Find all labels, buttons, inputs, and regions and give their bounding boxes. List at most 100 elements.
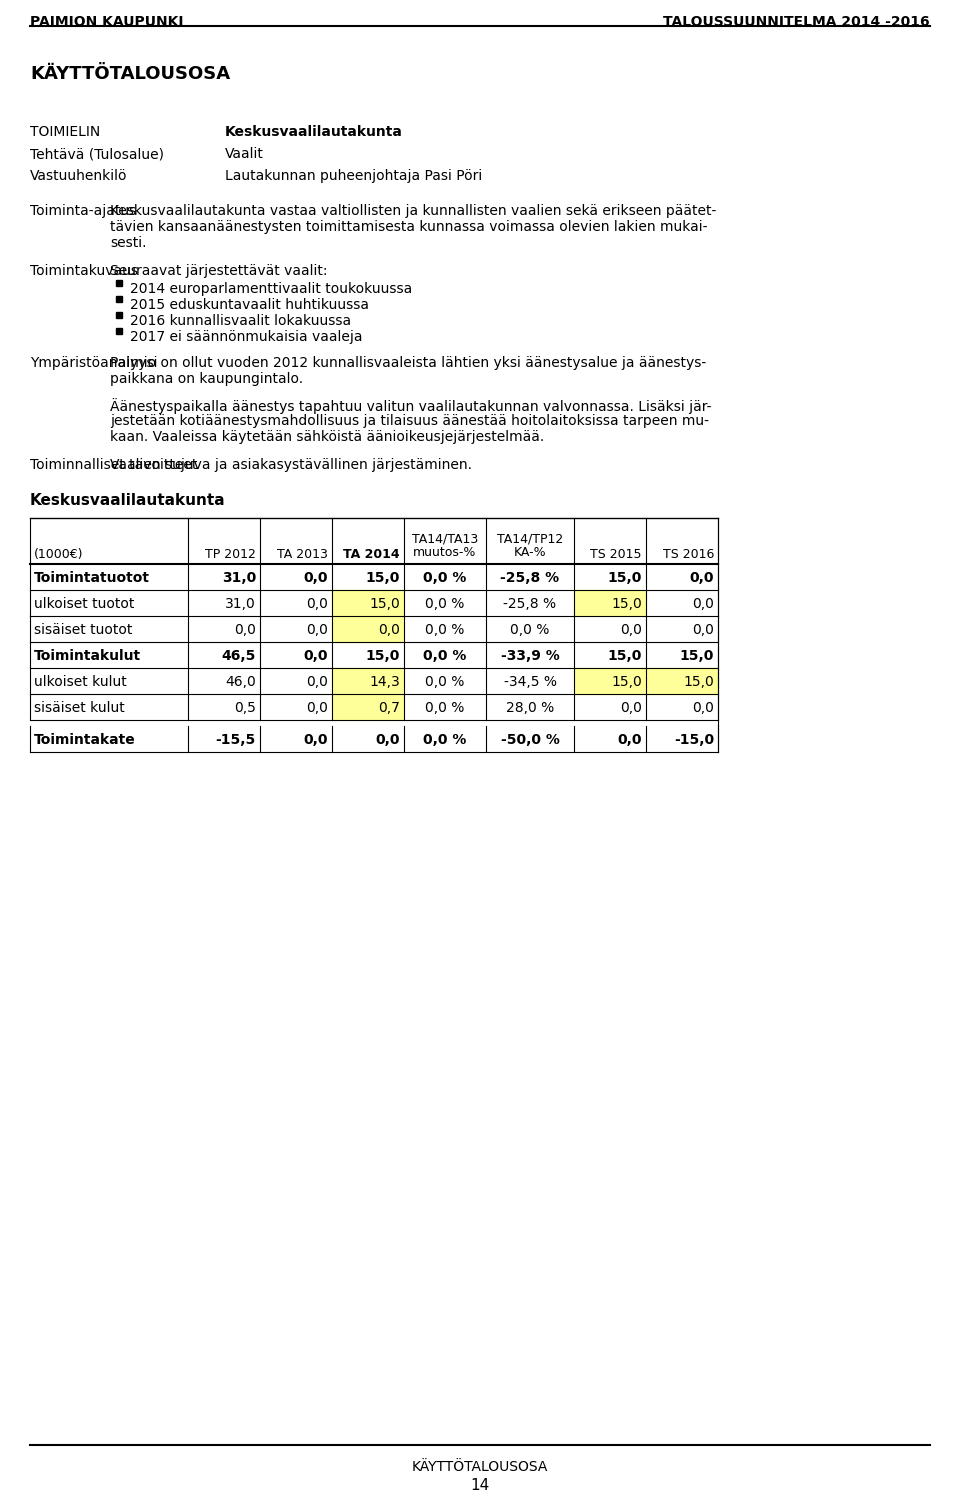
Text: Toiminta-ajatus: Toiminta-ajatus: [30, 203, 136, 218]
Text: 15,0: 15,0: [680, 649, 714, 663]
Text: 0,0: 0,0: [303, 649, 328, 663]
Text: 0,7: 0,7: [378, 700, 400, 715]
Bar: [332, 590, 404, 616]
Bar: [116, 280, 122, 286]
Text: sisäiset tuotot: sisäiset tuotot: [34, 623, 132, 637]
Text: 0,0: 0,0: [692, 623, 714, 637]
Text: TA14/TA13: TA14/TA13: [412, 532, 478, 545]
Bar: [332, 694, 404, 720]
Text: 28,0 %: 28,0 %: [506, 700, 554, 715]
Text: PAIMION KAUPUNKI: PAIMION KAUPUNKI: [30, 15, 183, 29]
Text: 15,0: 15,0: [608, 571, 642, 584]
Text: 0,0: 0,0: [303, 571, 328, 584]
Text: 15,0: 15,0: [612, 596, 642, 611]
Text: Ympäristöanalyysi: Ympäristöanalyysi: [30, 355, 157, 370]
Text: KÄYTTÖTALOUSOSA: KÄYTTÖTALOUSOSA: [412, 1459, 548, 1474]
Text: Lautakunnan puheenjohtaja Pasi Pöri: Lautakunnan puheenjohtaja Pasi Pöri: [225, 169, 482, 184]
Text: TS 2015: TS 2015: [590, 548, 642, 562]
Text: 15,0: 15,0: [366, 571, 400, 584]
Text: -15,0: -15,0: [674, 733, 714, 747]
Text: 2016 kunnallisvaalit lokakuussa: 2016 kunnallisvaalit lokakuussa: [130, 313, 351, 328]
Text: 0,0: 0,0: [306, 700, 328, 715]
Text: jestetään kotiäänestysmahdollisuus ja tilaisuus äänestää hoitolaitoksissa tarpee: jestetään kotiäänestysmahdollisuus ja ti…: [110, 414, 709, 428]
Text: 0,5: 0,5: [234, 700, 256, 715]
Text: KA-%: KA-%: [514, 547, 546, 559]
Text: Paimio on ollut vuoden 2012 kunnallisvaaleista lähtien yksi äänestysalue ja ääne: Paimio on ollut vuoden 2012 kunnallisvaa…: [110, 355, 707, 370]
Text: Toiminnalliset tavoitteet: Toiminnalliset tavoitteet: [30, 458, 198, 471]
Text: 15,0: 15,0: [684, 675, 714, 690]
Text: TA14/TP12: TA14/TP12: [497, 532, 564, 545]
Text: -25,8 %: -25,8 %: [500, 571, 560, 584]
Text: 0,0 %: 0,0 %: [511, 623, 550, 637]
Text: KÄYTTÖTALOUSOSA: KÄYTTÖTALOUSOSA: [30, 65, 230, 83]
Text: 15,0: 15,0: [608, 649, 642, 663]
Text: 0,0: 0,0: [692, 700, 714, 715]
Text: Keskusvaalilautakunta: Keskusvaalilautakunta: [30, 492, 226, 508]
Text: 0,0: 0,0: [375, 733, 400, 747]
Text: 0,0: 0,0: [306, 675, 328, 690]
Text: 46,5: 46,5: [222, 649, 256, 663]
Text: 0,0 %: 0,0 %: [425, 623, 465, 637]
Text: 2015 eduskuntavaalit huhtikuussa: 2015 eduskuntavaalit huhtikuussa: [130, 298, 369, 312]
Text: 0,0: 0,0: [306, 596, 328, 611]
Text: 0,0 %: 0,0 %: [423, 733, 467, 747]
Text: Toimintakate: Toimintakate: [34, 733, 135, 747]
Text: (1000€): (1000€): [34, 548, 84, 562]
Text: TOIMIELIN: TOIMIELIN: [30, 125, 100, 139]
Text: 0,0 %: 0,0 %: [423, 571, 467, 584]
Text: TA 2014: TA 2014: [344, 548, 400, 562]
Text: Keskusvaalilautakunta: Keskusvaalilautakunta: [225, 125, 403, 139]
Bar: [116, 312, 122, 318]
Text: 31,0: 31,0: [226, 596, 256, 611]
Bar: [574, 590, 646, 616]
Bar: [332, 669, 404, 694]
Text: TS 2016: TS 2016: [662, 548, 714, 562]
Text: 15,0: 15,0: [370, 596, 400, 611]
Text: 0,0: 0,0: [620, 623, 642, 637]
Text: 0,0: 0,0: [378, 623, 400, 637]
Text: Seuraavat järjestettävät vaalit:: Seuraavat järjestettävät vaalit:: [110, 264, 327, 279]
Text: kaan. Vaaleissa käytetään sähköistä äänioikeusjejärjestelmää.: kaan. Vaaleissa käytetään sähköistä ääni…: [110, 431, 544, 444]
Text: -34,5 %: -34,5 %: [503, 675, 557, 690]
Text: 0,0: 0,0: [303, 733, 328, 747]
Text: 0,0: 0,0: [234, 623, 256, 637]
Text: tävien kansaanäänestysten toimittamisesta kunnassa voimassa olevien lakien mukai: tävien kansaanäänestysten toimittamisest…: [110, 220, 708, 233]
Text: 0,0 %: 0,0 %: [425, 700, 465, 715]
Bar: [116, 297, 122, 303]
Text: -15,5: -15,5: [216, 733, 256, 747]
Text: 31,0: 31,0: [222, 571, 256, 584]
Text: Keskusvaalilautakunta vastaa valtiollisten ja kunnallisten vaalien sekä erikseen: Keskusvaalilautakunta vastaa valtiollist…: [110, 203, 716, 218]
Text: TALOUSSUUNNITELMA 2014 -2016: TALOUSSUUNNITELMA 2014 -2016: [663, 15, 930, 29]
Text: 14: 14: [470, 1477, 490, 1492]
Bar: [646, 669, 718, 694]
Text: Tehtävä (Tulosalue): Tehtävä (Tulosalue): [30, 148, 164, 161]
Text: 0,0 %: 0,0 %: [423, 649, 467, 663]
Text: 2017 ei säännönmukaisia vaaleja: 2017 ei säännönmukaisia vaaleja: [130, 330, 363, 343]
Text: Toimintakulut: Toimintakulut: [34, 649, 141, 663]
Text: Toimintatuotot: Toimintatuotot: [34, 571, 150, 584]
Text: 0,0 %: 0,0 %: [425, 596, 465, 611]
Text: -33,9 %: -33,9 %: [500, 649, 560, 663]
Text: Vastuuhenkilö: Vastuuhenkilö: [30, 169, 128, 184]
Text: 2014 europarlamenttivaalit toukokuussa: 2014 europarlamenttivaalit toukokuussa: [130, 282, 412, 297]
Text: TA 2013: TA 2013: [277, 548, 328, 562]
Text: Vaalien sujuva ja asiakasystävällinen järjestäminen.: Vaalien sujuva ja asiakasystävällinen jä…: [110, 458, 472, 471]
Text: 0,0: 0,0: [617, 733, 642, 747]
Text: 14,3: 14,3: [370, 675, 400, 690]
Text: -50,0 %: -50,0 %: [500, 733, 560, 747]
Text: sesti.: sesti.: [110, 236, 147, 250]
Bar: [574, 669, 646, 694]
Text: -25,8 %: -25,8 %: [503, 596, 557, 611]
Text: muutos-%: muutos-%: [414, 547, 477, 559]
Text: Vaalit: Vaalit: [225, 148, 264, 161]
Text: Äänestyspaikalla äänestys tapahtuu valitun vaalilautakunnan valvonnassa. Lisäksi: Äänestyspaikalla äänestys tapahtuu valit…: [110, 398, 711, 414]
Text: 0,0: 0,0: [306, 623, 328, 637]
Text: 0,0: 0,0: [689, 571, 714, 584]
Text: Toimintakuvaus: Toimintakuvaus: [30, 264, 138, 279]
Text: sisäiset kulut: sisäiset kulut: [34, 700, 125, 715]
Text: 15,0: 15,0: [612, 675, 642, 690]
Text: 46,0: 46,0: [226, 675, 256, 690]
Text: paikkana on kaupungintalo.: paikkana on kaupungintalo.: [110, 372, 303, 386]
Text: 15,0: 15,0: [366, 649, 400, 663]
Bar: [116, 328, 122, 334]
